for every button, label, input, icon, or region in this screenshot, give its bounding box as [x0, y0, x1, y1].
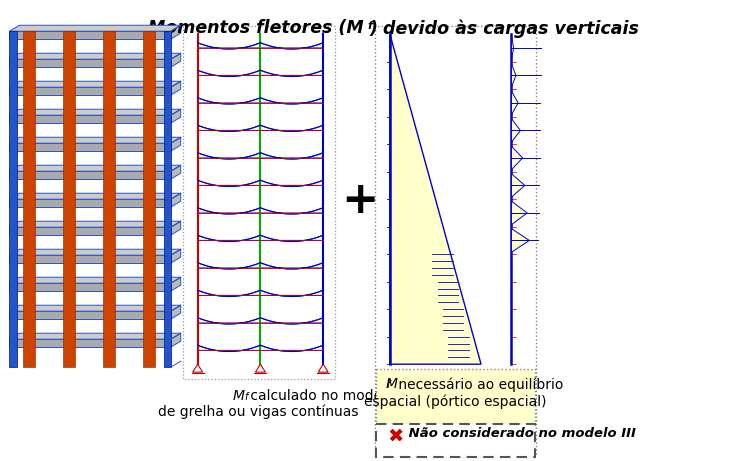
Polygon shape: [9, 53, 181, 59]
Polygon shape: [171, 137, 181, 151]
Text: Momentos fletores (M: Momentos fletores (M: [149, 19, 364, 37]
Polygon shape: [9, 137, 181, 143]
Polygon shape: [9, 199, 171, 207]
Polygon shape: [9, 311, 171, 319]
Text: espacial (pórtico espacial): espacial (pórtico espacial): [364, 394, 547, 408]
Polygon shape: [9, 171, 171, 179]
Polygon shape: [9, 31, 17, 367]
Polygon shape: [9, 81, 181, 87]
Polygon shape: [260, 180, 323, 187]
Polygon shape: [9, 283, 171, 291]
Polygon shape: [9, 31, 171, 39]
Polygon shape: [512, 174, 525, 197]
Polygon shape: [390, 34, 481, 364]
Polygon shape: [63, 31, 75, 367]
Polygon shape: [9, 277, 181, 283]
Polygon shape: [9, 249, 181, 255]
Polygon shape: [9, 59, 171, 67]
Text: f: f: [386, 380, 389, 390]
Polygon shape: [9, 193, 181, 199]
Polygon shape: [9, 333, 181, 339]
Polygon shape: [9, 165, 181, 171]
Polygon shape: [163, 31, 171, 367]
Polygon shape: [260, 290, 323, 296]
Polygon shape: [260, 208, 323, 214]
Polygon shape: [198, 290, 260, 296]
Text: ) devido às cargas verticais: ) devido às cargas verticais: [369, 19, 639, 38]
Text: ✖: ✖: [387, 427, 403, 446]
Polygon shape: [171, 193, 181, 207]
Polygon shape: [171, 53, 181, 67]
Polygon shape: [198, 98, 260, 104]
Text: M: M: [233, 389, 244, 403]
Polygon shape: [198, 43, 260, 49]
Polygon shape: [23, 31, 35, 367]
Polygon shape: [512, 229, 529, 252]
Polygon shape: [171, 305, 181, 319]
Polygon shape: [198, 235, 260, 242]
Polygon shape: [9, 221, 181, 227]
Polygon shape: [143, 31, 155, 367]
Polygon shape: [512, 118, 521, 142]
Text: f: f: [244, 392, 248, 402]
Polygon shape: [198, 180, 260, 187]
Polygon shape: [198, 318, 260, 324]
Polygon shape: [9, 305, 181, 311]
Polygon shape: [260, 235, 323, 242]
Polygon shape: [171, 165, 181, 179]
Polygon shape: [171, 249, 181, 263]
Polygon shape: [260, 318, 323, 324]
Polygon shape: [260, 43, 323, 49]
Polygon shape: [171, 333, 181, 347]
Polygon shape: [260, 98, 323, 104]
Polygon shape: [171, 109, 181, 123]
Polygon shape: [512, 201, 527, 225]
Text: de grelha ou vigas contínuas: de grelha ou vigas contínuas: [158, 405, 359, 420]
Polygon shape: [9, 87, 171, 95]
Polygon shape: [512, 91, 518, 115]
Polygon shape: [512, 146, 523, 170]
Polygon shape: [198, 70, 260, 77]
Polygon shape: [9, 109, 181, 115]
Polygon shape: [198, 208, 260, 214]
Polygon shape: [9, 227, 171, 235]
Text: f: f: [367, 21, 372, 31]
Polygon shape: [198, 125, 260, 131]
Polygon shape: [198, 345, 260, 351]
Polygon shape: [9, 339, 171, 347]
Text: calculado no modelo: calculado no modelo: [246, 389, 395, 403]
Polygon shape: [171, 81, 181, 95]
Polygon shape: [260, 263, 323, 269]
Polygon shape: [9, 25, 181, 31]
Polygon shape: [260, 345, 323, 351]
Polygon shape: [9, 115, 171, 123]
Polygon shape: [260, 125, 323, 131]
Polygon shape: [103, 31, 115, 367]
Text: necessário ao equilíbrio: necessário ao equilíbrio: [394, 377, 564, 391]
Polygon shape: [198, 263, 260, 269]
Polygon shape: [512, 64, 516, 87]
Text: Não considerado no modelo III: Não considerado no modelo III: [404, 427, 636, 440]
Polygon shape: [9, 255, 171, 263]
Polygon shape: [198, 153, 260, 159]
Polygon shape: [260, 153, 323, 159]
Polygon shape: [9, 143, 171, 151]
Polygon shape: [376, 424, 535, 457]
Polygon shape: [171, 221, 181, 235]
Polygon shape: [171, 25, 181, 39]
Polygon shape: [171, 277, 181, 291]
Polygon shape: [512, 36, 514, 60]
Polygon shape: [376, 369, 535, 424]
Text: M: M: [386, 377, 398, 391]
Polygon shape: [260, 70, 323, 77]
Text: +: +: [341, 179, 378, 222]
